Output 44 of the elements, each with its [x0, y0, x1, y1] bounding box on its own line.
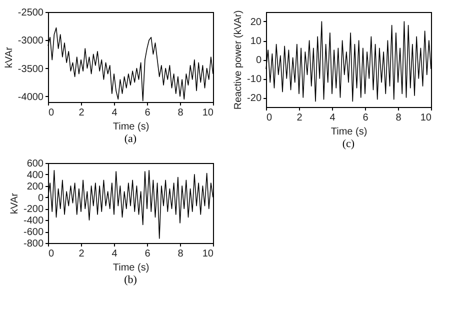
- text: (c): [342, 138, 355, 150]
- x-tick-label: 0: [48, 108, 54, 118]
- x-tick-label: 4: [112, 108, 118, 118]
- x-tick-label: 4: [330, 112, 336, 124]
- x-tick-label: 6: [144, 108, 151, 118]
- y-tick-label: -3500: [18, 64, 44, 75]
- y-tick-label: 200: [26, 181, 44, 192]
- y-tick-label: -2500: [18, 8, 44, 18]
- y-axis-title: kVAr: [9, 192, 20, 214]
- y-tick-label: -4000: [18, 92, 44, 103]
- x-tick-label: 2: [78, 248, 85, 260]
- x-axis-title: Time (s): [112, 122, 150, 132]
- y-tick-label: 0: [256, 55, 262, 66]
- y-tick-label: -200: [23, 204, 44, 216]
- x-axis-title: Time (s): [330, 126, 368, 138]
- x-axis-title: Time (s): [112, 262, 150, 274]
- y-tick-label: -400: [23, 216, 44, 227]
- y-tick-label: -10: [247, 74, 262, 85]
- x-tick-label: 8: [396, 112, 402, 124]
- x-tick-label: 0: [266, 112, 272, 124]
- x-tick-label: 4: [112, 248, 118, 260]
- y-axis-title: Reactive power (kVAr): [233, 10, 244, 110]
- y-axis-title: kVAr: [4, 46, 15, 68]
- y-tick-label: 10: [250, 36, 262, 47]
- text: (b): [124, 274, 138, 286]
- x-tick-label: 2: [78, 108, 85, 118]
- y-tick-label: 600: [26, 158, 44, 170]
- x-tick-label: 0: [48, 248, 54, 260]
- x-tick-label: 10: [202, 248, 214, 260]
- y-tick-label: 0: [38, 192, 44, 204]
- y-tick-label: 20: [250, 17, 262, 28]
- y-tick-label: 400: [26, 170, 44, 181]
- x-tick-label: 6: [144, 248, 151, 260]
- x-tick-label: 10: [202, 108, 214, 118]
- x-tick-label: 2: [296, 112, 303, 124]
- y-tick-label: -3000: [18, 36, 44, 47]
- x-tick-label: 8: [178, 108, 184, 118]
- x-tick-label: 6: [362, 112, 369, 124]
- y-tick-label: -800: [23, 238, 44, 250]
- y-tick-label: -20: [247, 93, 262, 104]
- x-tick-label: 8: [178, 248, 184, 260]
- x-tick-label: 10: [420, 112, 432, 124]
- text: (a): [124, 133, 137, 145]
- y-tick-label: -600: [23, 227, 44, 238]
